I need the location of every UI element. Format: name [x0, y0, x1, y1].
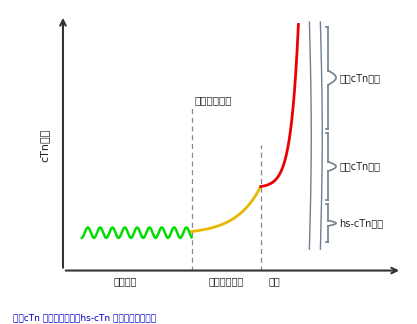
Text: 前代cTn检测: 前代cTn检测 [339, 73, 380, 83]
Text: 正常范围: 正常范围 [114, 276, 138, 286]
Text: 注：cTn 心肌肌钙蛋白；hs-cTn 高敏心肌肌钙蛋白: 注：cTn 心肌肌钙蛋白；hs-cTn 高敏心肌肌钙蛋白 [13, 313, 156, 322]
Text: 当代cTn检测: 当代cTn检测 [339, 161, 380, 171]
Text: 坏死: 坏死 [269, 276, 281, 286]
Text: 缺血或微坏死: 缺血或微坏死 [208, 276, 244, 286]
Text: cTn水平: cTn水平 [39, 129, 49, 162]
Text: hs-cTn检测: hs-cTn检测 [339, 218, 383, 228]
Text: 心肌梗死发作: 心肌梗死发作 [195, 95, 232, 105]
